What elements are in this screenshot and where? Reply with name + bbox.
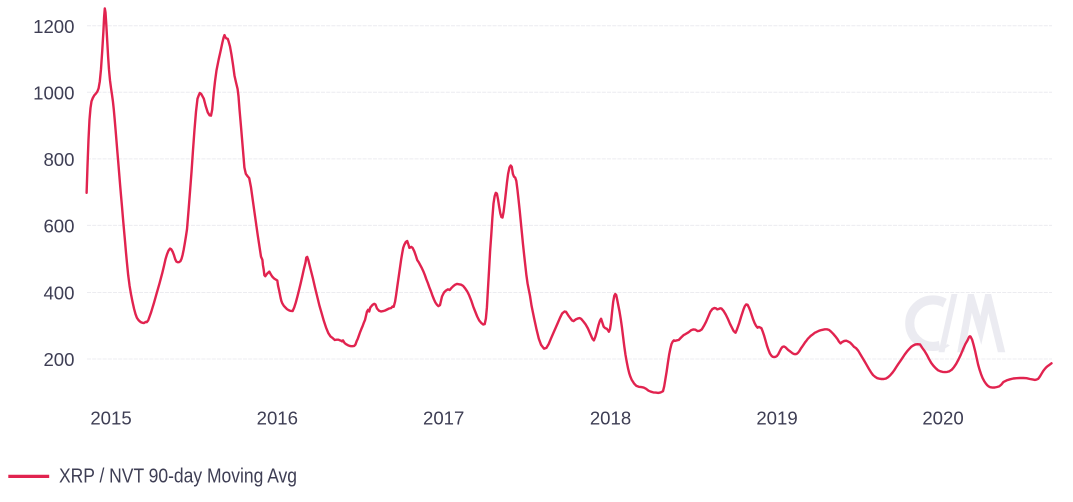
svg-text:2018: 2018 xyxy=(590,407,631,428)
svg-text:1000: 1000 xyxy=(33,82,74,103)
svg-text:1200: 1200 xyxy=(33,16,74,37)
svg-text:2020: 2020 xyxy=(922,407,963,428)
svg-text:600: 600 xyxy=(43,215,74,236)
svg-text:2017: 2017 xyxy=(423,407,464,428)
svg-text:XRP / NVT 90-day Moving Avg: XRP / NVT 90-day Moving Avg xyxy=(59,466,297,488)
svg-text:400: 400 xyxy=(43,283,74,304)
svg-text:2016: 2016 xyxy=(257,407,298,428)
svg-text:2019: 2019 xyxy=(756,407,797,428)
svg-text:2015: 2015 xyxy=(90,407,131,428)
svg-text:200: 200 xyxy=(43,349,74,370)
svg-text:800: 800 xyxy=(43,149,74,170)
